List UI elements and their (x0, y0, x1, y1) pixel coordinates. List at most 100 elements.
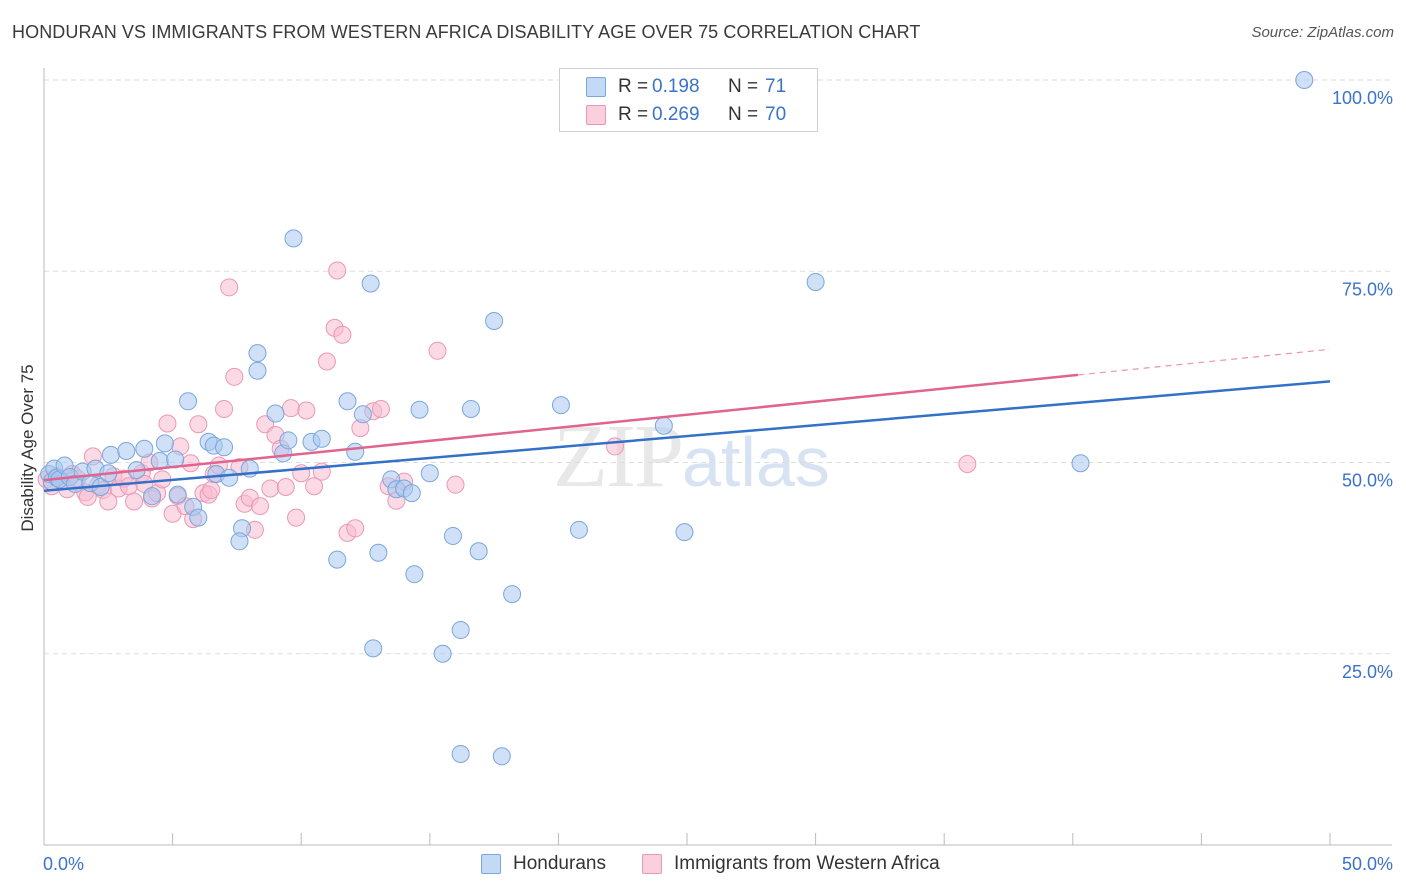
legend-swatch-immigrants (586, 105, 606, 125)
data-point-hondurans (469, 542, 488, 561)
x-tick-label: 0.0% (43, 854, 84, 874)
data-point-hondurans (230, 532, 249, 551)
data-point-immigrants (189, 415, 208, 434)
trend-line-hondurans (43, 380, 1331, 493)
y-tick-labels: 25.0% 50.0% 75.0% 100.0% (1332, 88, 1393, 682)
data-point-hondurans (328, 550, 347, 569)
data-point-hondurans (312, 429, 331, 448)
bottom-legend-swatch-hondurans (481, 854, 501, 874)
bottom-legend-label-hondurans: Hondurans (513, 853, 606, 874)
legend-n-value: 70 (765, 104, 787, 125)
data-point-hondurans (569, 520, 588, 539)
data-point-immigrants (958, 455, 977, 474)
legend-swatch-hondurans (586, 77, 606, 97)
data-point-immigrants (220, 278, 239, 297)
legend: R = 0.198 N = 71 R = 0.269 N = 70 (559, 68, 818, 132)
data-point-hondurans (443, 526, 462, 545)
data-point-hondurans (346, 442, 365, 461)
data-point-hondurans (338, 392, 357, 411)
data-point-hondurans (451, 621, 470, 640)
data-point-hondurans (675, 523, 694, 542)
data-point-immigrants (371, 399, 390, 418)
legend-n-label: N = (728, 104, 759, 125)
data-point-immigrants (328, 261, 347, 280)
data-point-hondurans (433, 644, 452, 663)
data-point-immigrants (99, 492, 118, 511)
legend-n-label: N = (728, 76, 759, 97)
data-point-immigrants (276, 477, 295, 496)
data-point-hondurans (179, 392, 198, 411)
legend-n-value: 71 (765, 76, 787, 97)
data-point-hondurans (168, 485, 187, 504)
data-point-immigrants (125, 492, 144, 511)
x-tick-labels: 0.0% 50.0% (43, 854, 1393, 874)
data-point-immigrants (305, 477, 324, 496)
data-point-hondurans (410, 400, 429, 419)
data-point-hondurans (369, 543, 388, 562)
data-point-hondurans (1071, 454, 1090, 473)
data-point-immigrants (251, 497, 270, 516)
legend-r-value: 0.269 (652, 104, 700, 125)
data-point-hondurans (364, 639, 383, 658)
data-point-immigrants (446, 475, 465, 494)
data-point-hondurans (402, 484, 421, 503)
x-tick-label: 50.0% (1342, 854, 1393, 874)
y-axis-label: Disability Age Over 75 (18, 364, 37, 532)
y-tick-label: 100.0% (1332, 88, 1393, 108)
data-point-hondurans (1295, 71, 1314, 89)
bottom-legend: Hondurans Immigrants from Western Africa (0, 852, 1406, 878)
trend-line-immigrants-extension (1077, 348, 1331, 376)
grid-lines (44, 79, 1392, 655)
data-point-hondurans (420, 464, 439, 483)
data-point-hondurans (284, 229, 303, 248)
chart-title: HONDURAN VS IMMIGRANTS FROM WESTERN AFRI… (12, 22, 921, 42)
data-point-immigrants (181, 454, 200, 473)
data-point-immigrants (158, 414, 177, 433)
data-point-immigrants (346, 519, 365, 538)
data-point-hondurans (215, 438, 234, 457)
trend-line-immigrants (43, 373, 1079, 482)
data-point-immigrants (287, 508, 306, 527)
y-tick-label: 75.0% (1342, 279, 1393, 299)
trend-lines (43, 348, 1331, 493)
data-point-hondurans (551, 396, 570, 415)
data-point-hondurans (189, 508, 208, 527)
data-point-hondurans (405, 565, 424, 584)
legend-r-label: R = (618, 104, 649, 125)
data-point-hondurans (654, 416, 673, 435)
data-point-hondurans (492, 747, 511, 766)
data-point-immigrants (281, 399, 300, 418)
data-point-hondurans (353, 405, 372, 424)
legend-r-label: R = (618, 76, 649, 97)
data-point-immigrants (215, 399, 234, 418)
data-point-immigrants (225, 367, 244, 386)
data-point-hondurans (806, 272, 825, 291)
data-point-hondurans (135, 439, 154, 458)
data-point-hondurans (451, 744, 470, 763)
data-point-hondurans (248, 361, 267, 380)
data-point-hondurans (361, 274, 380, 293)
data-point-hondurans (117, 442, 136, 461)
data-point-hondurans (279, 431, 298, 450)
data-point-immigrants (428, 341, 447, 360)
data-point-hondurans (143, 487, 162, 506)
data-point-hondurans (220, 468, 239, 487)
bottom-legend-label-immigrants: Immigrants from Western Africa (674, 853, 940, 874)
legend-r-value: 0.198 (652, 76, 700, 97)
data-point-immigrants (333, 325, 352, 344)
data-point-immigrants (317, 352, 336, 371)
data-point-immigrants (119, 477, 138, 496)
bottom-legend-swatch-immigrants (642, 854, 662, 874)
source-label: Source: ZipAtlas.com (1251, 24, 1394, 41)
data-point-hondurans (485, 311, 504, 330)
data-point-immigrants (297, 401, 316, 420)
y-tick-label: 25.0% (1342, 662, 1393, 682)
data-point-hondurans (266, 404, 285, 423)
data-point-hondurans (248, 344, 267, 363)
data-point-hondurans (503, 585, 522, 604)
data-point-hondurans (155, 434, 174, 453)
data-point-immigrants (202, 481, 221, 500)
y-tick-label: 50.0% (1342, 471, 1393, 491)
data-point-hondurans (461, 399, 480, 418)
axes (43, 68, 1392, 846)
